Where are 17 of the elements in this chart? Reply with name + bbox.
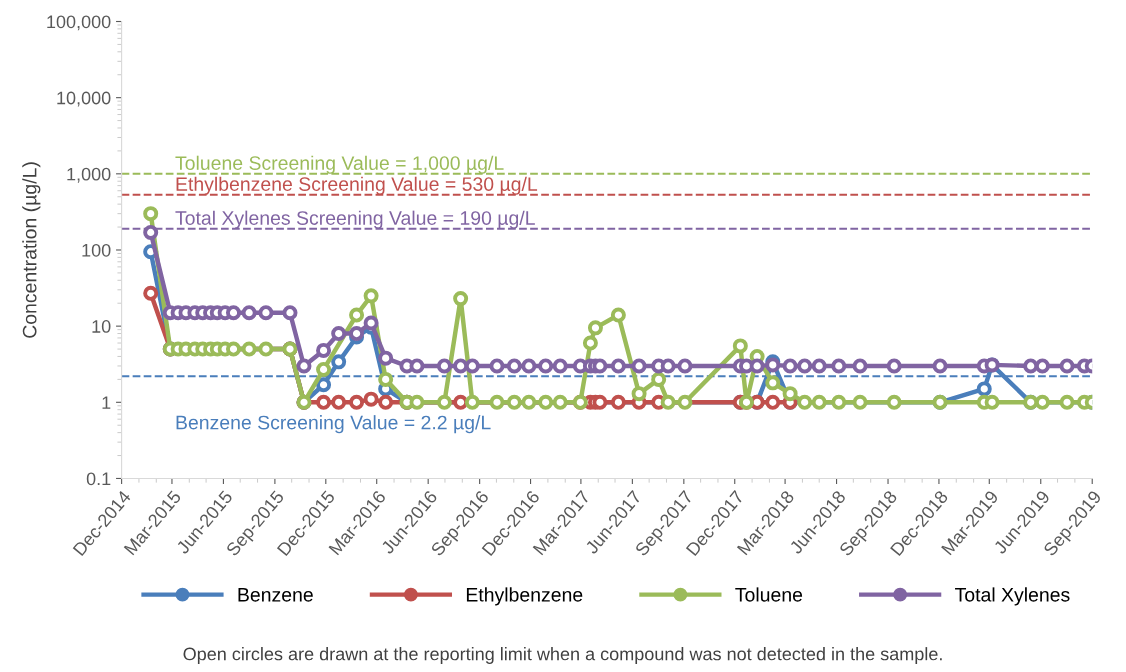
- text: Open circles are drawn at the reporting limit when a compound was not detected in the sample.: [183, 647, 942, 664]
- legend-label: Total Xylenes: [955, 587, 1070, 606]
- y-tick-label: 10,000: [57, 91, 111, 107]
- ref-line-label: Benzene Screening Value = 2.2 µg/L: [176, 415, 491, 434]
- y-tick-label: 100,000: [47, 15, 111, 31]
- legend-label: Toluene: [735, 587, 803, 602]
- y-tick-label: 10: [92, 320, 111, 333]
- ref-line-label: Toluene Screening Value = 1,000 µg/L: [175, 155, 504, 174]
- legend-label: Benzene: [238, 588, 313, 602]
- ref-line-label: Ethylbenzene Screening Value = 530 µg/L: [176, 176, 538, 195]
- legend-label: Ethylbenzene: [466, 587, 583, 606]
- y-axis-title: Concentration (µg/L): [22, 162, 41, 338]
- y-tick-label: 0.1: [86, 472, 111, 486]
- y-tick-label: 1,000: [67, 167, 111, 183]
- y-tick-label: 100: [82, 243, 111, 257]
- ref-line-label: Total Xylenes Screening Value = 190 µg/L: [175, 210, 535, 229]
- y-tick-label: 1: [102, 396, 111, 409]
